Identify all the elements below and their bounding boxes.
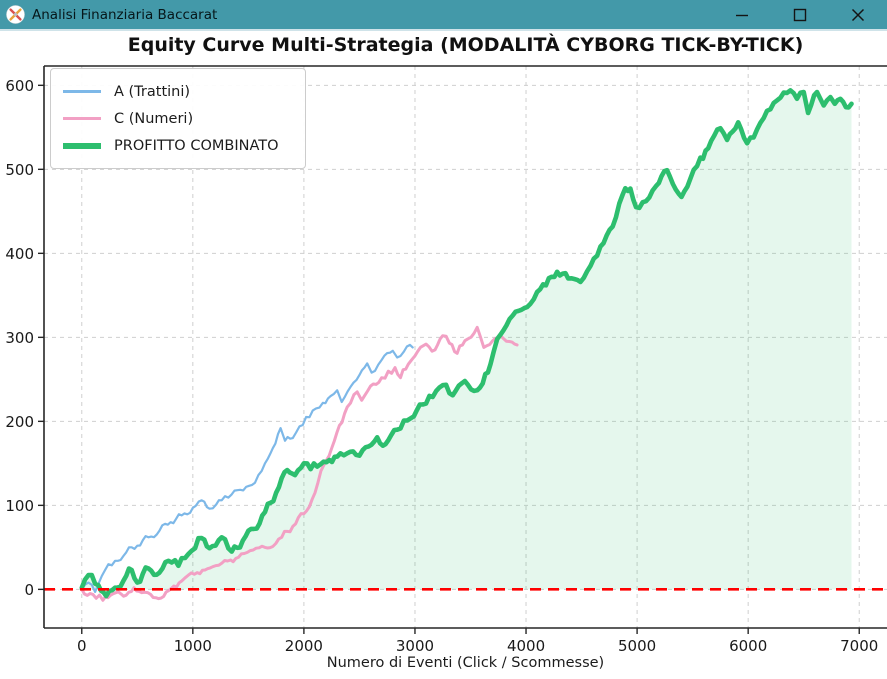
legend-line-a-icon xyxy=(63,90,101,93)
x-tick-label: 5000 xyxy=(618,637,656,655)
y-tick-label: 600 xyxy=(5,77,34,95)
legend-label-a: A (Trattini) xyxy=(114,83,191,100)
app-icon xyxy=(6,5,25,24)
series-c-line xyxy=(80,325,519,602)
legend-line-combined-icon xyxy=(63,142,101,149)
legend-label-c: C (Numeri) xyxy=(114,110,194,127)
x-tick-label: 4000 xyxy=(507,637,545,655)
x-axis-label: Numero di Eventi (Click / Scommesse) xyxy=(326,655,605,671)
y-tick-label: 100 xyxy=(5,497,34,515)
y-tick-label: 300 xyxy=(5,329,34,347)
series-combined-line xyxy=(79,88,854,599)
legend-item-combined: PROFITTO COMBINATO xyxy=(63,132,293,159)
legend-item-a: A (Trattini) xyxy=(63,78,293,105)
titlebar: Analisi Finanziaria Baccarat xyxy=(0,0,887,31)
chart-legend: A (Trattini) C (Numeri) PROFITTO COMBINA… xyxy=(50,68,306,169)
y-tick-label: 400 xyxy=(5,245,34,263)
minimize-button[interactable] xyxy=(713,0,771,29)
minimize-icon xyxy=(736,14,748,16)
x-tick-label: 3000 xyxy=(396,637,434,655)
x-tick-label: 1000 xyxy=(174,637,212,655)
combined-fill-area xyxy=(81,90,852,597)
close-button[interactable] xyxy=(829,0,887,29)
legend-line-c-icon xyxy=(63,117,101,120)
close-icon xyxy=(851,8,865,21)
y-tick-label: 500 xyxy=(5,161,34,179)
x-tick-label: 7000 xyxy=(840,637,878,655)
y-tick-label: 0 xyxy=(24,581,34,599)
maximize-icon xyxy=(793,8,807,21)
x-tick-label: 6000 xyxy=(729,637,767,655)
legend-item-c: C (Numeri) xyxy=(63,105,293,132)
window-title: Analisi Finanziaria Baccarat xyxy=(32,6,218,23)
window-controls xyxy=(713,0,887,29)
x-tick-label: 0 xyxy=(77,637,87,655)
chart-canvas: 0 1000 2000 3000 4000 5000 6000 7000 0 100 200 300 4… xyxy=(0,31,887,679)
maximize-button[interactable] xyxy=(771,0,829,29)
y-tick-label: 200 xyxy=(5,413,34,431)
equity-chart: 0 1000 2000 3000 4000 5000 6000 7000 0 100 200 300 4… xyxy=(5,65,887,655)
series-a-line xyxy=(80,343,414,593)
x-tick-label: 2000 xyxy=(285,637,323,655)
chart-title: Equity Curve Multi-Strategia (MODALITÀ C… xyxy=(127,34,804,56)
legend-label-combined: PROFITTO COMBINATO xyxy=(114,137,279,154)
